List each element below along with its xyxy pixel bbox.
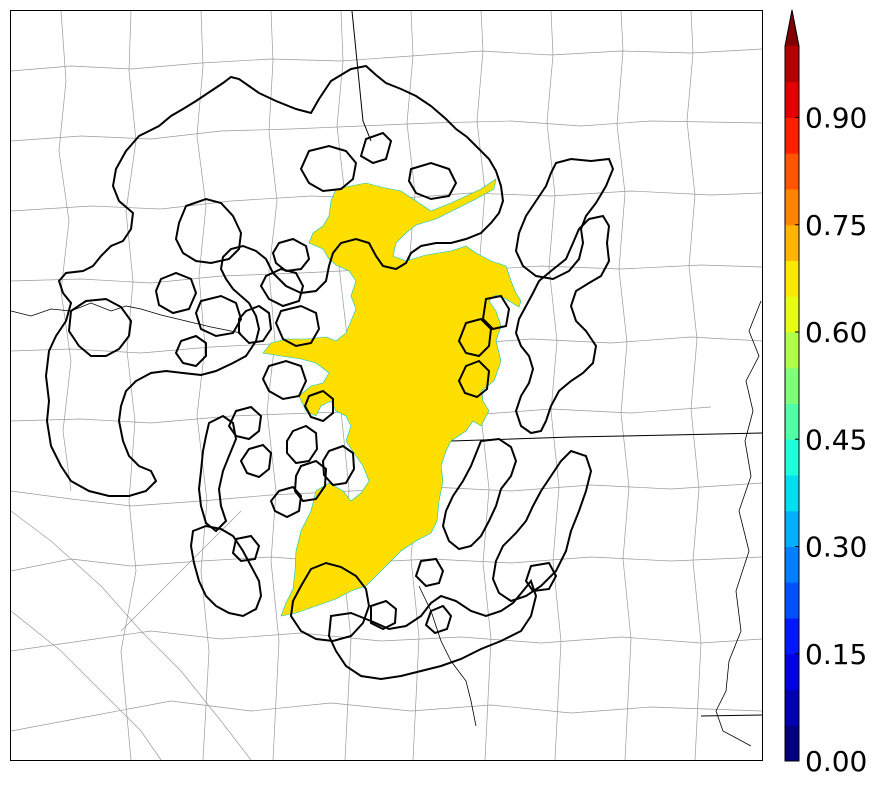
colorbar-segment [785, 546, 799, 583]
colorbar-segment [785, 439, 799, 476]
colorbar-tick-label: 0.75 [805, 209, 867, 242]
colorbar-segment [785, 475, 799, 512]
colorbar-gradient [785, 10, 799, 762]
probability-fill-region [262, 178, 522, 617]
colorbar-segment [785, 367, 799, 404]
colorbar-tick-label: 0.60 [805, 316, 867, 349]
colorbar: 0.00 0.15 0.30 0.45 0.60 0.75 0.90 [784, 9, 867, 778]
colorbar-segment [785, 260, 799, 297]
probability-contours [44, 64, 615, 681]
colorbar-segment [785, 46, 799, 83]
colorbar-segment [785, 153, 799, 190]
colorbar-segment [785, 618, 799, 655]
colorbar-segment [785, 653, 799, 690]
colorbar-tick-label: 0.15 [805, 638, 867, 671]
colorbar-segment [785, 224, 799, 261]
colorbar-segment [785, 403, 799, 440]
map-canvas [11, 11, 762, 760]
colorbar-tick-label: 0.30 [805, 531, 867, 564]
colorbar-tick-label: 0.45 [805, 423, 867, 456]
colorbar-ticks: 0.00 0.15 0.30 0.45 0.60 0.75 0.90 [795, 102, 867, 778]
colorbar-segment [785, 725, 799, 762]
colorbar-extend-arrow [785, 10, 799, 46]
colorbar-segment [785, 510, 799, 547]
colorbar-segment [785, 332, 799, 369]
colorbar-tick-label: 0.90 [805, 102, 867, 135]
colorbar-segment [785, 81, 799, 118]
colorbar-segment [785, 582, 799, 619]
colorbar-tick-label: 0.00 [805, 745, 867, 778]
colorbar-segment [785, 189, 799, 226]
colorbar-segment [785, 117, 799, 154]
colorbar-segment [785, 689, 799, 726]
map-panel [10, 10, 763, 761]
colorbar-segment [785, 296, 799, 333]
state-boundaries [351, 11, 762, 717]
